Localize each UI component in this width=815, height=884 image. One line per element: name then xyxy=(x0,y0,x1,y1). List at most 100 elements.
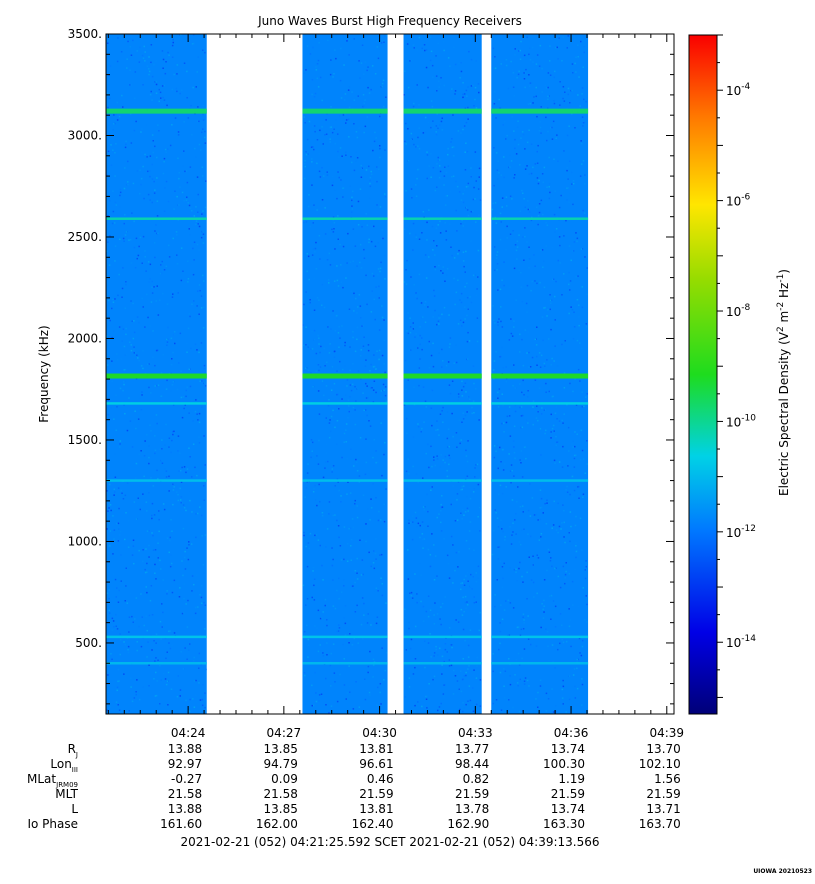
noise-speck xyxy=(542,512,544,514)
noise-speck xyxy=(469,521,472,523)
noise-speck xyxy=(139,169,141,171)
noise-speck xyxy=(134,618,136,620)
noise-speck xyxy=(467,214,470,217)
noise-speck xyxy=(318,483,320,486)
noise-speck xyxy=(339,115,341,117)
noise-speck xyxy=(376,180,378,183)
noise-speck xyxy=(501,197,504,199)
noise-speck xyxy=(200,391,203,394)
noise-speck xyxy=(361,559,364,561)
noise-speck xyxy=(521,657,523,660)
noise-speck xyxy=(550,302,552,305)
noise-speck xyxy=(556,134,558,136)
noise-speck xyxy=(580,435,582,438)
noise-speck xyxy=(307,346,310,348)
noise-speck xyxy=(574,62,576,65)
noise-speck xyxy=(520,137,522,139)
noise-speck xyxy=(374,318,376,321)
noise-speck xyxy=(422,386,425,388)
noise-speck xyxy=(115,429,117,431)
noise-speck xyxy=(444,684,446,686)
noise-speck xyxy=(328,252,331,255)
ephemeris-value: 163.30 xyxy=(543,817,585,831)
noise-speck xyxy=(544,538,546,540)
noise-speck xyxy=(433,652,436,654)
noise-speck xyxy=(476,229,478,232)
noise-speck xyxy=(343,617,345,619)
noise-speck xyxy=(533,514,536,516)
noise-speck xyxy=(359,539,361,541)
noise-speck xyxy=(383,389,385,391)
noise-speck xyxy=(523,622,525,624)
noise-speck xyxy=(139,236,142,239)
noise-speck xyxy=(383,254,386,257)
noise-speck xyxy=(202,210,204,212)
noise-speck xyxy=(356,157,359,159)
noise-speck xyxy=(338,598,340,600)
noise-speck xyxy=(193,215,196,217)
noise-speck xyxy=(545,628,547,630)
noise-speck xyxy=(459,319,462,322)
noise-speck xyxy=(375,391,377,394)
noise-speck xyxy=(435,429,437,431)
noise-speck xyxy=(127,184,129,186)
noise-speck xyxy=(192,659,195,662)
noise-speck xyxy=(421,232,423,234)
noise-speck xyxy=(189,643,191,645)
noise-speck xyxy=(130,686,132,688)
noise-speck xyxy=(111,360,113,362)
noise-speck xyxy=(131,554,134,556)
noise-speck xyxy=(142,549,144,551)
noise-speck xyxy=(129,113,132,115)
noise-speck xyxy=(119,387,122,390)
noise-speck xyxy=(408,627,410,630)
noise-speck xyxy=(190,347,192,350)
noise-speck xyxy=(164,72,167,75)
noise-speck xyxy=(555,444,557,447)
noise-speck xyxy=(517,73,520,76)
noise-speck xyxy=(501,279,503,281)
noise-speck xyxy=(541,603,543,605)
noise-speck xyxy=(457,279,459,281)
noise-speck xyxy=(199,289,201,292)
noise-speck xyxy=(153,63,155,66)
noise-speck xyxy=(133,129,136,132)
noise-speck xyxy=(555,406,558,408)
noise-speck xyxy=(377,57,380,60)
noise-speck xyxy=(376,46,379,48)
noise-speck xyxy=(558,37,560,39)
noise-speck xyxy=(433,655,435,657)
noise-speck xyxy=(323,175,325,177)
noise-speck xyxy=(365,213,367,215)
noise-speck xyxy=(511,198,513,200)
noise-speck xyxy=(172,381,175,383)
noise-speck xyxy=(144,571,147,574)
noise-speck xyxy=(194,466,196,469)
noise-speck xyxy=(552,395,554,398)
noise-speck xyxy=(444,643,447,645)
noise-speck xyxy=(545,523,548,525)
noise-speck xyxy=(380,390,383,392)
noise-speck xyxy=(195,536,197,539)
noise-speck xyxy=(417,522,420,525)
noise-speck xyxy=(521,476,524,478)
noise-speck xyxy=(403,608,406,611)
noise-speck xyxy=(382,383,385,386)
noise-speck xyxy=(569,291,572,294)
noise-speck xyxy=(585,396,587,398)
noise-speck xyxy=(457,130,460,132)
noise-speck xyxy=(197,579,199,582)
noise-speck xyxy=(419,326,421,328)
noise-speck xyxy=(109,612,111,614)
noise-speck xyxy=(518,70,520,73)
noise-speck xyxy=(366,116,369,118)
noise-speck xyxy=(372,366,375,368)
noise-speck xyxy=(496,254,498,256)
noise-speck xyxy=(172,351,174,354)
noise-speck xyxy=(199,699,202,701)
noise-speck xyxy=(348,136,350,138)
noise-speck xyxy=(107,106,109,109)
noise-speck xyxy=(350,559,352,561)
noise-speck xyxy=(539,685,542,687)
noise-speck xyxy=(366,385,368,387)
